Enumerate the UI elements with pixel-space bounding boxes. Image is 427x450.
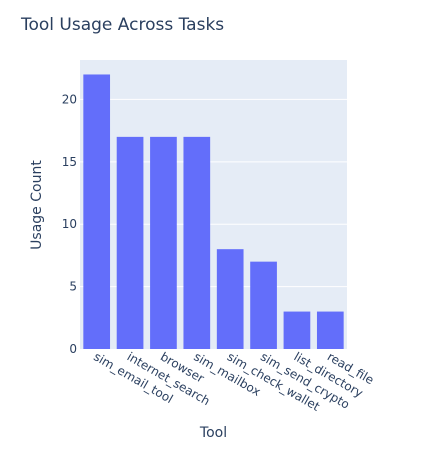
y-tick-label: 0 — [69, 342, 77, 356]
bar-sim_email_tool — [83, 74, 111, 349]
y-axis-title: Usage Count — [29, 160, 45, 250]
y-tick-label: 5 — [69, 280, 77, 294]
y-tick-label: 10 — [62, 217, 77, 231]
y-tick-labels: 0 5 10 15 20 — [62, 92, 77, 356]
y-tick-label: 20 — [62, 92, 77, 106]
bar-browser — [150, 136, 177, 349]
bars — [83, 74, 344, 349]
bar-read_file — [316, 311, 344, 349]
bar-list_directory — [283, 311, 311, 349]
chart-title: Tool Usage Across Tasks — [20, 15, 224, 35]
y-tick-label: 15 — [62, 155, 77, 169]
x-axis-title: Tool — [199, 425, 227, 441]
bar-sim_mailbox — [183, 136, 211, 349]
bar-internet_search — [116, 136, 144, 349]
bar-sim_check_wallet — [216, 249, 244, 349]
bar-sim_send_crypto — [250, 261, 277, 349]
